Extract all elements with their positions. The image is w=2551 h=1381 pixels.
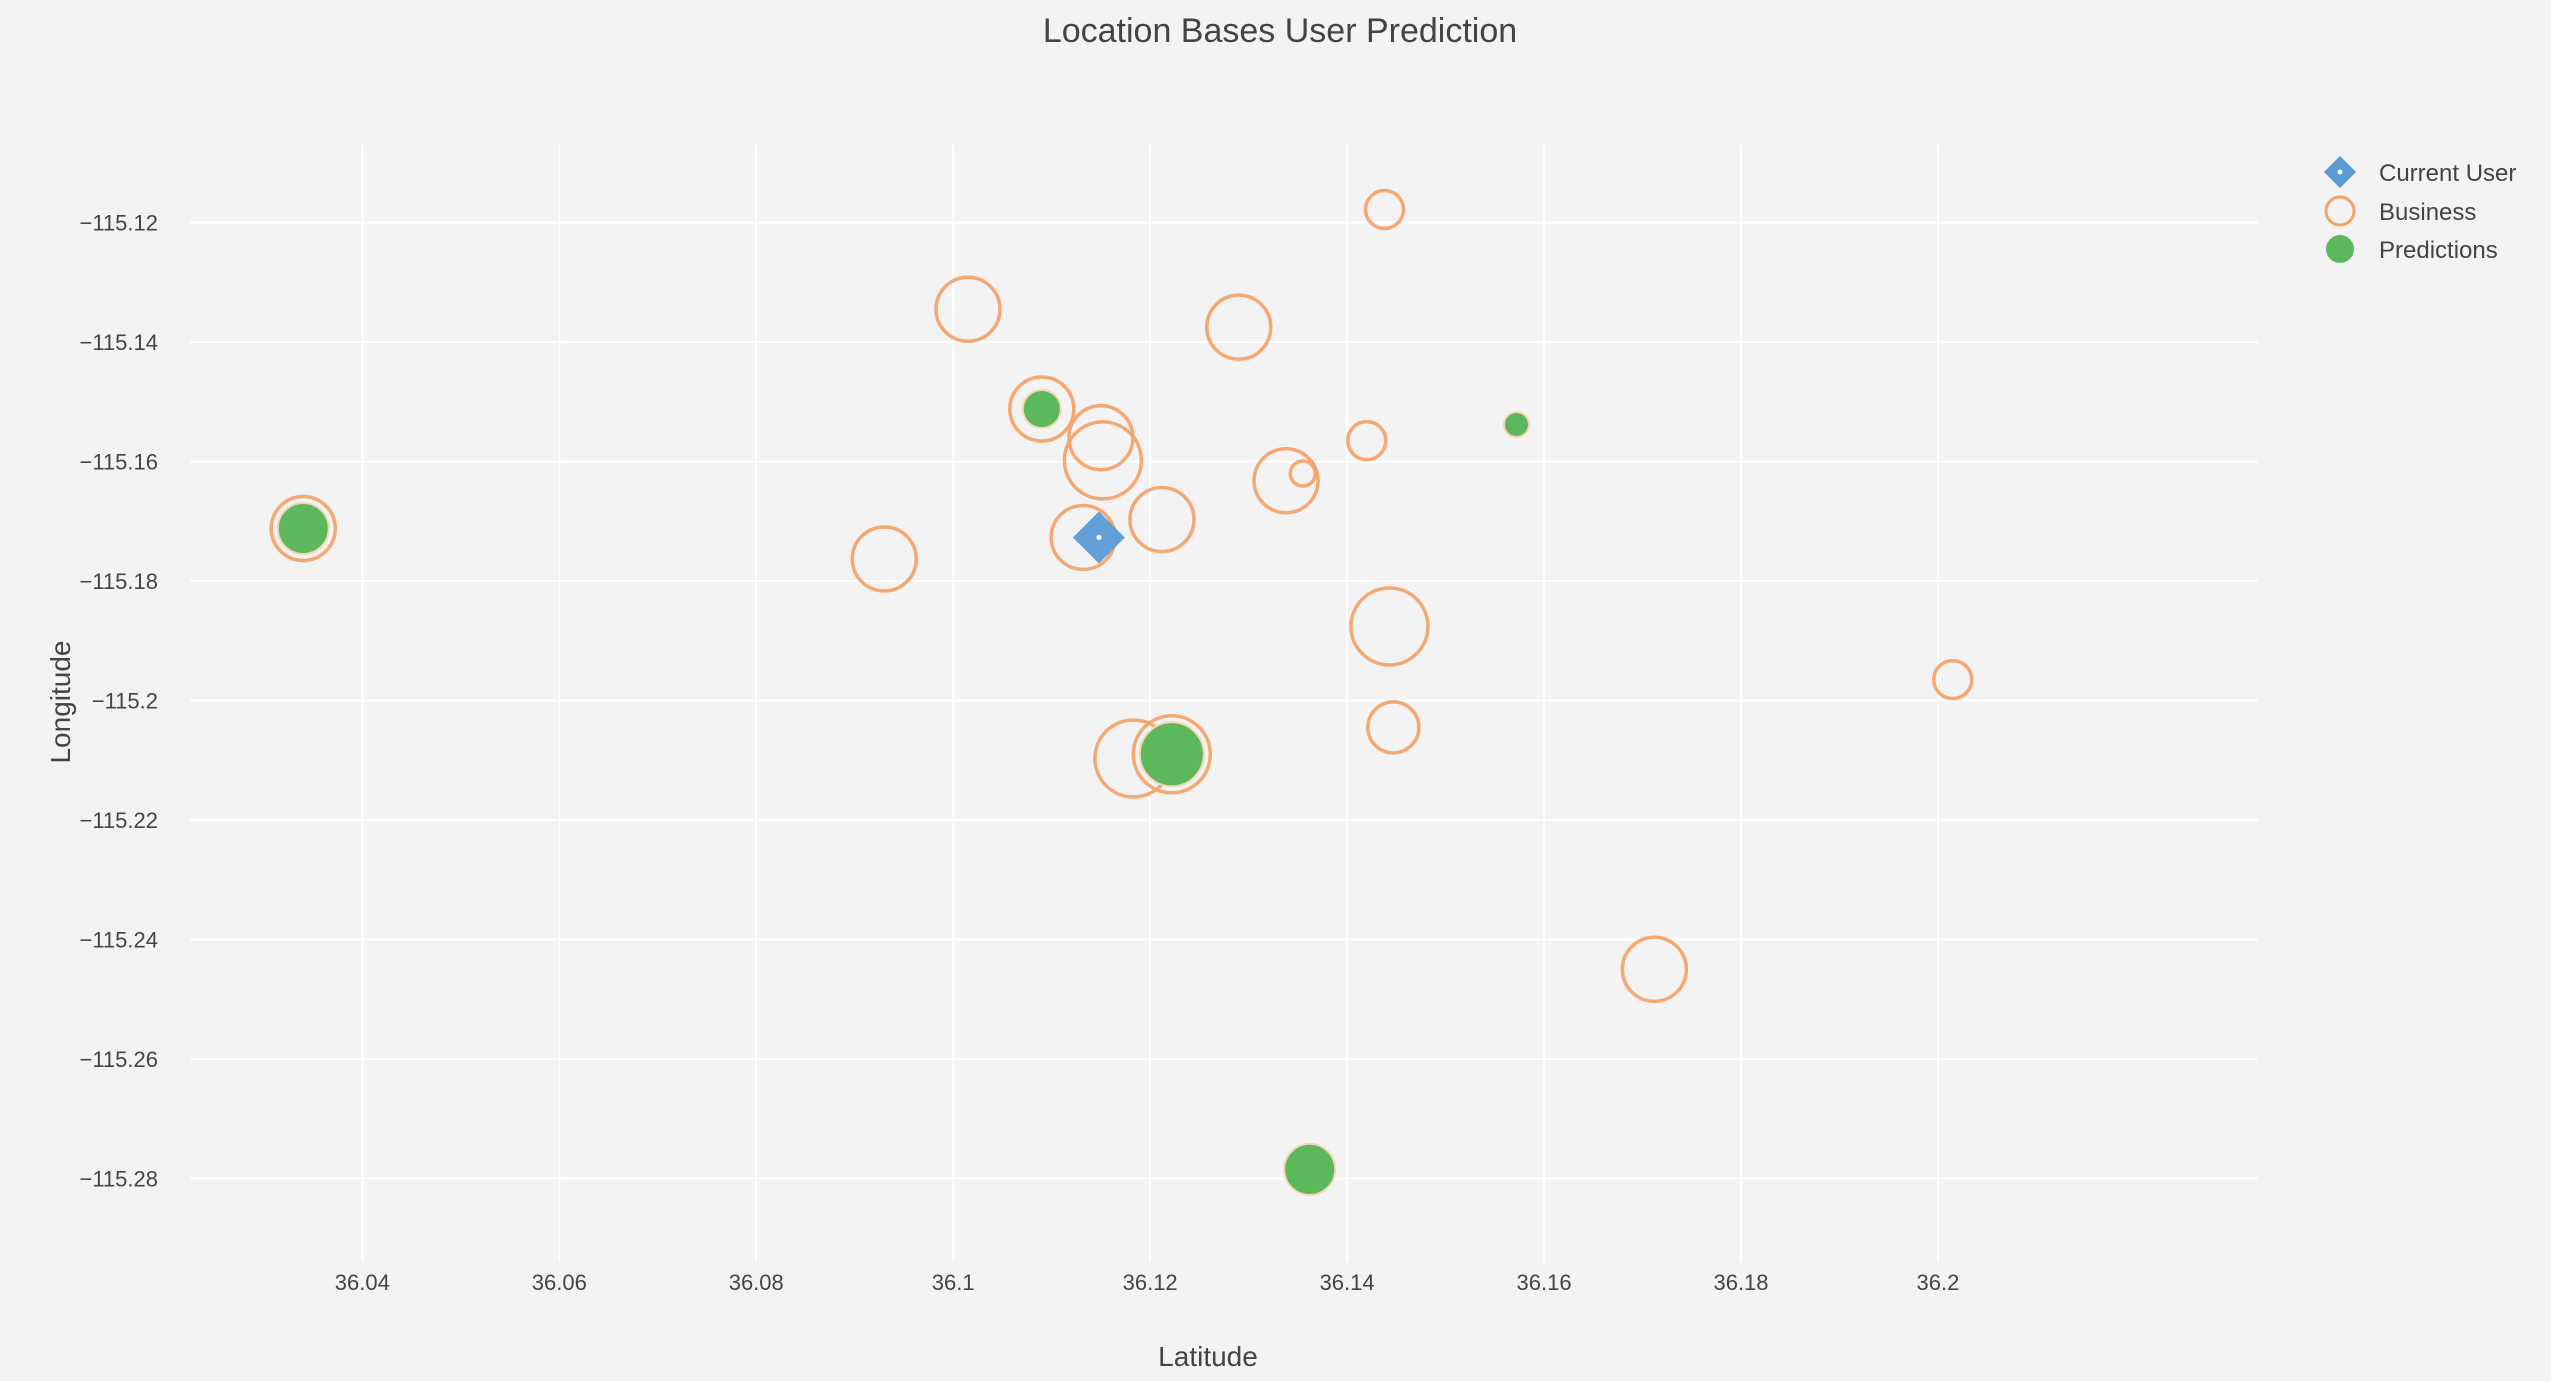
y-tick-label: −115.24 [79,927,158,952]
business-marker [1349,586,1430,667]
business-marker [1931,658,1974,701]
business-marker [1366,700,1421,755]
prediction-marker [1283,1142,1337,1196]
legend-item-predictions[interactable]: Predictions [2326,235,2498,264]
business-marker [850,525,919,593]
business-marker [1620,935,1689,1004]
business-marker [1288,459,1318,488]
legend-label-business: Business [2379,199,2476,226]
x-axis-ticks: 36.04 36.06 36.08 36.1 36.12 36.14 36.16 36.18 3… [335,1270,1960,1295]
business-marker [934,275,1002,344]
y-tick-label: −115.28 [79,1166,158,1191]
prediction-marker [1138,721,1205,788]
x-tick-label: 36.06 [532,1270,587,1295]
x-tick-label: 36.18 [1713,1270,1768,1295]
y-tick-label: −115.16 [79,450,158,475]
business-marker [1205,293,1273,361]
x-axis-title: Latitude [1158,1341,1258,1372]
legend-label-current-user: Current User [2379,160,2516,187]
x-tick-label: 36.12 [1123,1270,1178,1295]
data-points [269,188,1974,1196]
y-tick-label: −115.14 [79,330,158,355]
y-tick-label: −115.12 [79,211,158,236]
business-marker [1363,188,1406,231]
x-tick-label: 36.04 [335,1270,390,1295]
y-axis-ticks: −115.12 −115.14 −115.16 −115.18 −115.2 −115.2… [79,211,158,1192]
y-tick-label: −115.22 [79,808,158,833]
x-tick-label: 36.2 [1917,1270,1960,1295]
legend[interactable]: Current User Business Predictions [2324,156,2516,264]
legend-filled-circle-icon [2326,235,2354,263]
prediction-marker [1021,389,1062,430]
y-tick-label: −115.18 [79,569,158,594]
legend-item-current-user[interactable]: Current User [2324,156,2516,188]
business-marker [1128,485,1196,554]
x-tick-label: 36.08 [729,1270,784,1295]
legend-item-business[interactable]: Business [2324,195,2476,227]
y-tick-label: −115.2 [92,689,158,714]
business-marker [1346,419,1388,462]
y-tick-label: −115.26 [79,1047,158,1072]
current-user-marker-center [1096,534,1102,540]
y-axis-title: Longitude [45,640,76,763]
x-tick-label: 36.1 [932,1270,975,1295]
prediction-marker [276,501,330,555]
business-marker [1062,420,1144,501]
grid-lines [190,145,2258,1262]
legend-label-predictions: Predictions [2379,237,2498,264]
business-marker [1252,446,1320,515]
legend-open-circle-icon [2324,195,2356,227]
business-marker [1131,714,1213,795]
chart-title: Location Bases User Prediction [1043,12,1517,50]
business-marker [1008,375,1076,443]
prediction-marker [1502,411,1530,439]
business-marker [269,494,337,563]
legend-diamond-center [2337,169,2343,175]
x-tick-label: 36.14 [1320,1270,1375,1295]
x-tick-label: 36.16 [1517,1270,1572,1295]
